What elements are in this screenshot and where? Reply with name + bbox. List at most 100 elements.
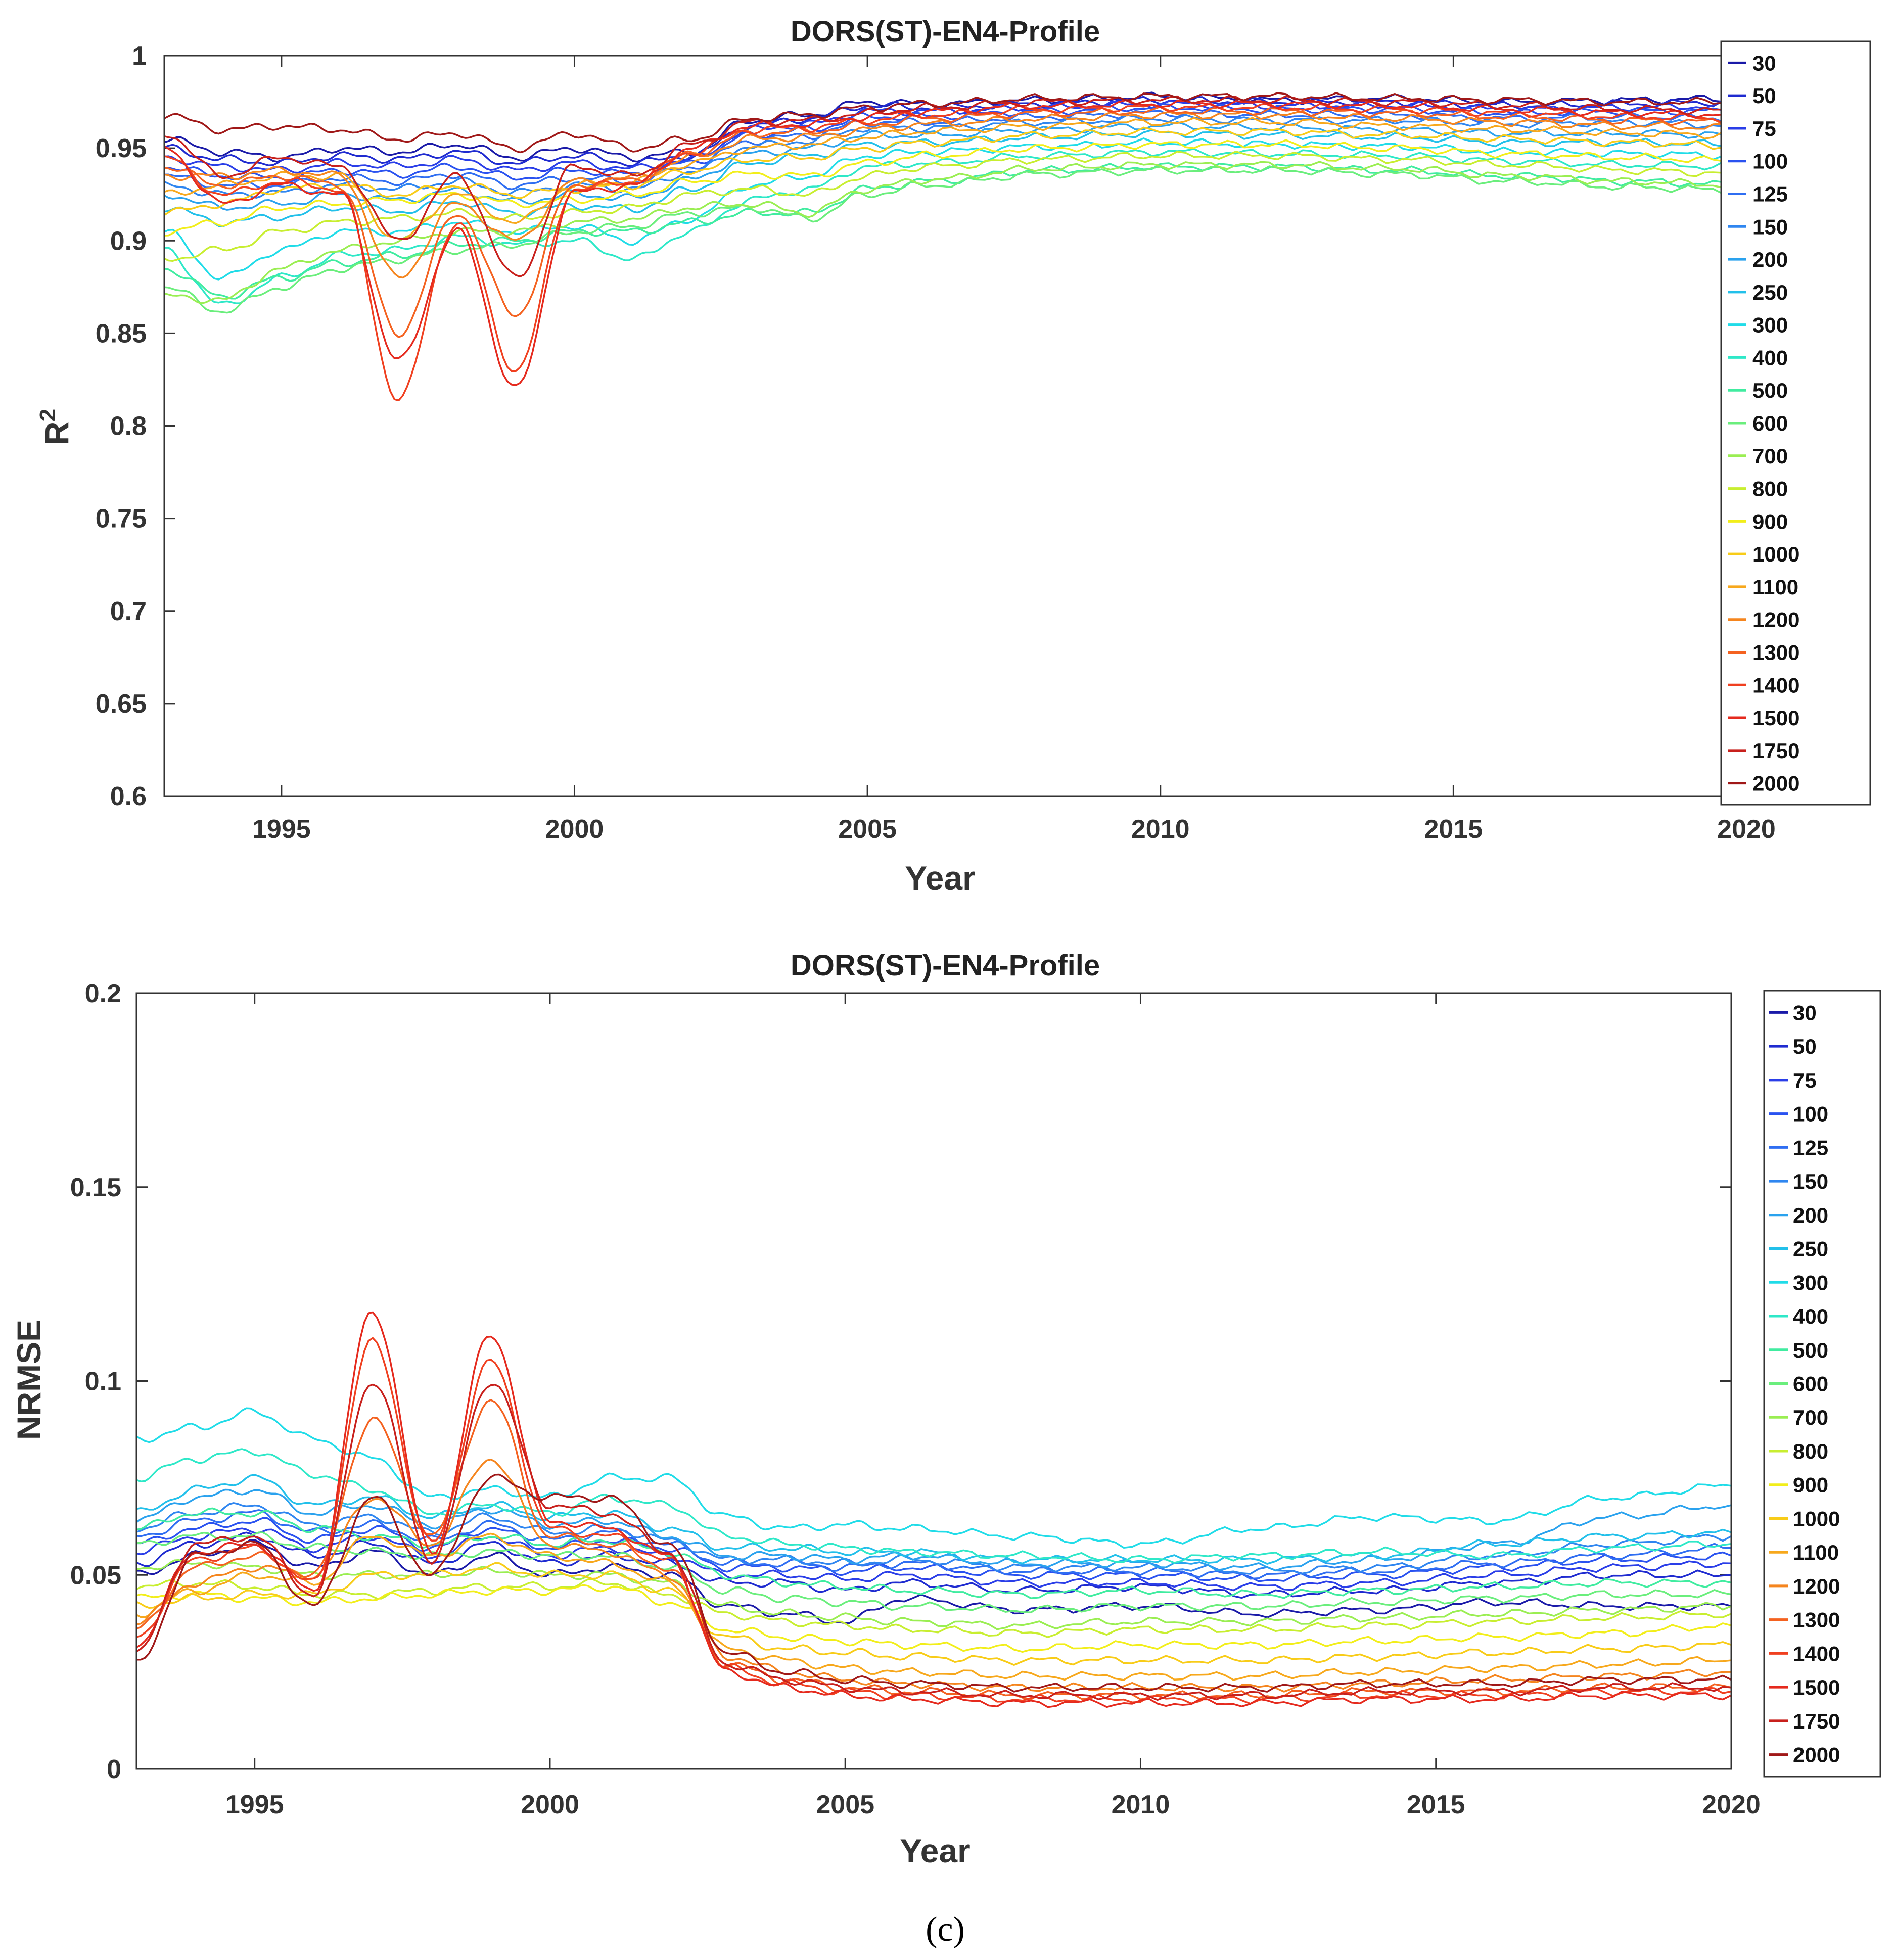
- r2-legend-label: 1500: [1752, 706, 1799, 730]
- nrmse-legend-label: 800: [1793, 1439, 1828, 1463]
- nrmse-series-1000: [136, 1562, 1731, 1666]
- r2-ytick-label: 0.75: [96, 504, 147, 534]
- r2-series-1200: [164, 110, 1746, 279]
- r2-legend-label: 300: [1752, 313, 1788, 337]
- r2-legend-label: 1100: [1752, 575, 1798, 599]
- r2-legend-label: 1000: [1752, 542, 1799, 566]
- r2-ytick-label: 0.95: [96, 134, 147, 163]
- nrmse-ytick-label: 0.15: [70, 1173, 121, 1202]
- nrmse-legend-label: 100: [1793, 1102, 1828, 1126]
- nrmse-legend-label: 1100: [1793, 1541, 1839, 1564]
- nrmse-ytick-label: 0.05: [70, 1561, 121, 1590]
- nrmse-legend-label: 500: [1793, 1338, 1828, 1362]
- nrmse-legend-label: 75: [1793, 1068, 1817, 1092]
- nrmse-legend-label: 600: [1793, 1372, 1828, 1396]
- nrmse-legend-label: 2000: [1793, 1743, 1840, 1767]
- r2-xtick-label: 2000: [545, 815, 604, 844]
- nrmse-ytick-label: 0: [107, 1755, 121, 1784]
- r2-series-1100: [164, 117, 1746, 240]
- r2-xtick-label: 1995: [252, 815, 311, 844]
- r2-legend-label: 250: [1752, 281, 1788, 304]
- nrmse-series-1100: [136, 1532, 1731, 1681]
- nrmse-legend-label: 1500: [1793, 1675, 1840, 1699]
- r2-legend-label: 1300: [1752, 640, 1799, 664]
- r2-legend-label: 50: [1752, 84, 1776, 108]
- r2-legend-label: 1200: [1752, 608, 1799, 632]
- nrmse-series-200: [136, 1488, 1731, 1572]
- nrmse-legend-label: 700: [1793, 1406, 1828, 1429]
- r2-legend-label: 75: [1752, 117, 1776, 141]
- nrmse-legend-label: 200: [1793, 1203, 1828, 1227]
- r2-legend-label: 200: [1752, 248, 1788, 271]
- nrmse-series-600: [136, 1531, 1731, 1614]
- r2-series-900: [164, 139, 1746, 237]
- nrmse-x-axis-label: Year: [900, 1832, 970, 1870]
- nrmse-legend-label: 125: [1793, 1136, 1828, 1159]
- nrmse-chart: DORS(ST)-EN4-Profile 0 0.05 0.1 0.15 0.2 1995…: [10, 949, 1881, 1870]
- nrmse-series-2000: [136, 1473, 1731, 1693]
- nrmse-series-250: [136, 1474, 1731, 1565]
- nrmse-xtick-label: 2015: [1407, 1790, 1465, 1819]
- r2-series-75: [164, 100, 1746, 174]
- nrmse-legend-label: 30: [1793, 1001, 1817, 1024]
- r2-legend-label: 600: [1752, 411, 1788, 435]
- nrmse-xtick-label: 2005: [816, 1790, 874, 1819]
- r2-series-300: [164, 137, 1746, 281]
- figure-caption: (c): [926, 1910, 965, 1949]
- nrmse-series-900: [136, 1584, 1731, 1653]
- r2-x-axis-label: Year: [905, 859, 975, 897]
- r2-series-800: [164, 151, 1746, 262]
- nrmse-ticks: 0 0.05 0.1 0.15 0.2 1995 2000 2005 2010 2015 2020: [70, 979, 1761, 1819]
- r2-legend: 30 50 75 100 125 150 200 250 300 400 500 600 700 800 9…: [1720, 40, 1871, 806]
- nrmse-legend-label: 50: [1793, 1035, 1817, 1058]
- r2-legend-label: 100: [1752, 150, 1788, 173]
- r2-series-400: [164, 148, 1746, 304]
- nrmse-legend-label: 1300: [1793, 1608, 1840, 1632]
- r2-series-700: [164, 161, 1746, 304]
- nrmse-series-30: [136, 1539, 1731, 1624]
- r2-y-axis-label-sup: 2: [35, 409, 60, 421]
- r2-y-axis-label-base: R: [38, 421, 75, 445]
- r2-legend-label: 500: [1752, 379, 1788, 402]
- nrmse-legend: 30 50 75 100 125 150 200 250 300 400 500 600 700 800 9…: [1763, 990, 1881, 1778]
- r2-ytick-label: 0.7: [110, 597, 147, 626]
- r2-series-2000: [164, 92, 1746, 154]
- r2-series-30: [164, 91, 1746, 163]
- r2-ytick-label: 0.9: [110, 226, 147, 256]
- r2-ytick-label: 0.8: [110, 412, 147, 441]
- r2-series-200: [164, 121, 1746, 211]
- nrmse-legend-label: 250: [1793, 1237, 1828, 1261]
- nrmse-series-75: [136, 1527, 1731, 1592]
- r2-legend-label: 900: [1752, 509, 1788, 533]
- r2-legend-label: 2000: [1752, 772, 1799, 796]
- r2-series-group: [164, 91, 1746, 402]
- nrmse-legend-label: 900: [1793, 1473, 1828, 1497]
- r2-series-1000: [164, 126, 1746, 216]
- r2-ytick-label: 0.65: [96, 689, 147, 719]
- nrmse-legend-label: 1200: [1793, 1574, 1840, 1598]
- nrmse-series-800: [136, 1578, 1731, 1638]
- r2-xtick-label: 2010: [1131, 815, 1190, 844]
- nrmse-xtick-label: 2000: [521, 1790, 579, 1819]
- r2-series-600: [164, 165, 1746, 314]
- nrmse-ytick-label: 0.1: [85, 1367, 121, 1396]
- nrmse-plot-area: [135, 992, 1732, 1770]
- r2-xtick-label: 2005: [838, 815, 897, 844]
- r2-series-125: [164, 109, 1746, 191]
- r2-xtick-label: 2020: [1717, 815, 1776, 844]
- r2-xtick-label: 2015: [1424, 815, 1483, 844]
- r2-legend-label: 125: [1752, 182, 1788, 206]
- r2-ytick-label: 0.6: [110, 782, 147, 811]
- r2-y-axis-label: R2: [35, 409, 75, 445]
- nrmse-legend-label: 150: [1793, 1170, 1828, 1193]
- r2-chart: DORS(ST)-EN4-Profile 0.6 0.65 0.7 0.75 0.8 0.…: [35, 15, 1871, 897]
- nrmse-series-1750: [136, 1383, 1731, 1701]
- nrmse-series-1500: [136, 1311, 1731, 1708]
- r2-ytick-label: 0.85: [96, 319, 147, 348]
- r2-legend-label: 1750: [1752, 739, 1799, 763]
- nrmse-legend-label: 300: [1793, 1271, 1828, 1294]
- nrmse-legend-label: 1000: [1793, 1507, 1840, 1530]
- r2-legend-label: 150: [1752, 215, 1788, 239]
- r2-legend-label: 700: [1752, 444, 1788, 468]
- r2-legend-label: 400: [1752, 346, 1788, 369]
